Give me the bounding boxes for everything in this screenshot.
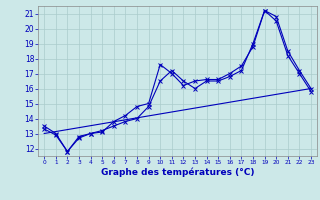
X-axis label: Graphe des températures (°C): Graphe des températures (°C) — [101, 168, 254, 177]
